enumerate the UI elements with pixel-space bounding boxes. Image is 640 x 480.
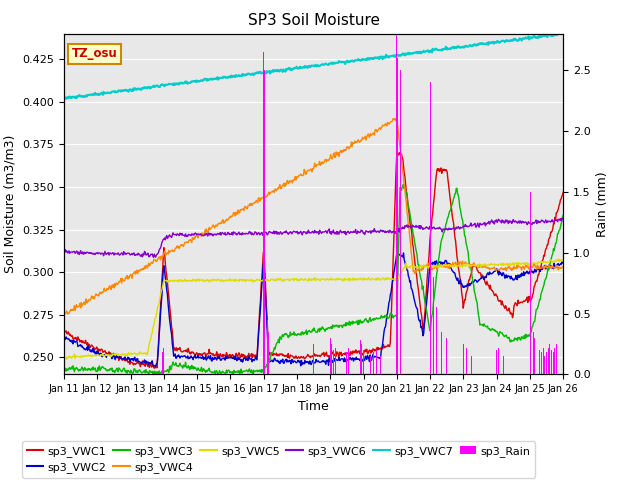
Bar xyxy=(363,350,364,374)
Bar xyxy=(268,332,269,374)
Bar xyxy=(400,70,401,374)
Bar xyxy=(429,70,431,374)
Bar xyxy=(330,338,331,374)
Bar xyxy=(348,348,349,374)
Bar xyxy=(346,352,348,374)
Bar xyxy=(553,352,554,374)
Bar xyxy=(373,352,374,374)
Bar xyxy=(430,82,431,374)
Bar xyxy=(529,174,531,374)
Bar xyxy=(471,356,472,374)
Bar xyxy=(370,356,371,374)
Bar xyxy=(264,70,265,374)
Bar xyxy=(313,344,314,374)
Bar xyxy=(546,352,547,374)
Bar xyxy=(554,348,556,374)
Bar xyxy=(163,348,164,374)
Bar xyxy=(534,338,535,374)
Bar xyxy=(496,350,497,374)
Bar xyxy=(551,350,552,374)
Y-axis label: Rain (mm): Rain (mm) xyxy=(596,171,609,237)
Bar xyxy=(267,308,268,374)
Bar xyxy=(533,332,534,374)
Bar xyxy=(380,356,381,374)
Bar xyxy=(436,308,437,374)
Bar xyxy=(530,192,531,374)
Bar xyxy=(498,348,499,374)
Bar xyxy=(263,52,264,374)
Bar xyxy=(162,352,163,374)
Bar xyxy=(503,356,504,374)
Bar xyxy=(376,350,377,374)
Bar xyxy=(396,34,397,374)
Bar xyxy=(433,277,434,374)
Y-axis label: Soil Moisture (m3/m3): Soil Moisture (m3/m3) xyxy=(4,135,17,273)
Bar xyxy=(397,58,398,374)
Bar xyxy=(446,338,447,374)
X-axis label: Time: Time xyxy=(298,400,329,413)
Bar xyxy=(556,344,557,374)
Text: TZ_osu: TZ_osu xyxy=(72,47,117,60)
Bar xyxy=(541,352,542,374)
Title: SP3 Soil Moisture: SP3 Soil Moisture xyxy=(248,13,380,28)
Bar xyxy=(463,344,464,374)
Legend: sp3_VWC1, sp3_VWC2, sp3_VWC3, sp3_VWC4, sp3_VWC5, sp3_VWC6, sp3_VWC7, sp3_Rain: sp3_VWC1, sp3_VWC2, sp3_VWC3, sp3_VWC4, … xyxy=(22,441,535,478)
Bar xyxy=(333,350,334,374)
Bar xyxy=(504,352,506,374)
